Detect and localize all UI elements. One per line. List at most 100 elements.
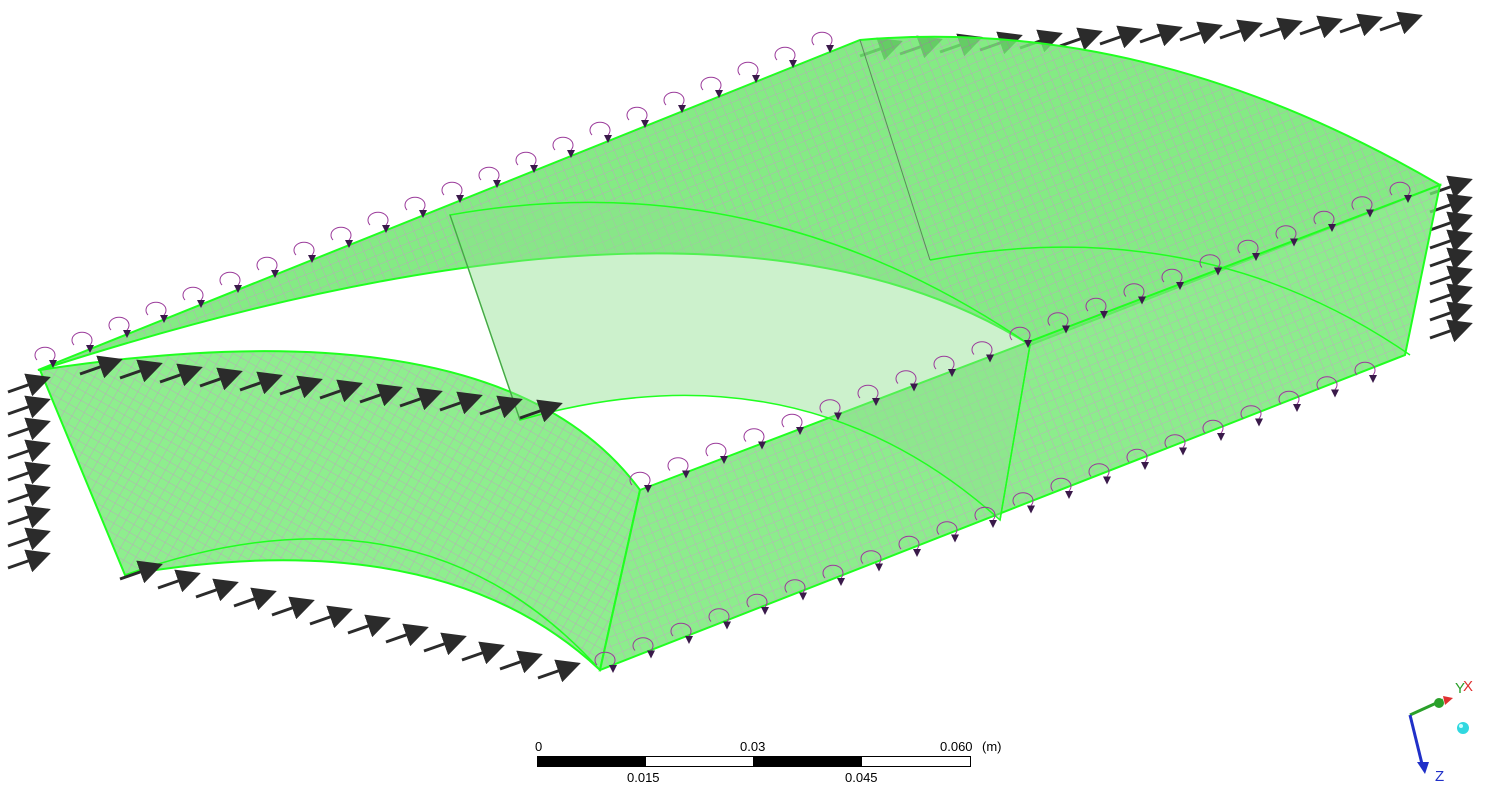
force-arrow-icon bbox=[1059, 27, 1103, 51]
moment-arrow-icon bbox=[678, 105, 686, 113]
scale-label-0.045: 0.045 bbox=[845, 770, 878, 785]
moment-arrow-icon bbox=[234, 285, 242, 293]
force-arrow-icon bbox=[1219, 19, 1263, 43]
moment-arrow-icon bbox=[1214, 267, 1222, 276]
moment-symbols bbox=[34, 31, 1412, 673]
force-arrow-icon bbox=[7, 483, 51, 507]
force-arrow-icon bbox=[423, 632, 467, 656]
moment-arrow-icon bbox=[647, 650, 655, 659]
moment-arrow-icon bbox=[948, 369, 956, 377]
moment-arrow-icon bbox=[493, 180, 501, 188]
y-axis-label: Y bbox=[1455, 680, 1466, 697]
moment-arrow-icon bbox=[1024, 340, 1032, 348]
z-axis-arrow-icon bbox=[1408, 714, 1425, 769]
moment-arrow-icon bbox=[989, 520, 997, 528]
moment-arrow-icon bbox=[1141, 462, 1149, 470]
moment-arrow-icon bbox=[799, 592, 807, 601]
moment-arrow-icon bbox=[1331, 389, 1339, 398]
moment-arrow-icon bbox=[1290, 238, 1298, 247]
top-face bbox=[37, 35, 1443, 371]
moment-arrow-icon bbox=[49, 360, 57, 368]
moment-arrow-icon bbox=[758, 441, 766, 450]
moment-arrow-icon bbox=[1065, 491, 1073, 499]
force-arrow-icon bbox=[439, 391, 483, 415]
moment-arrow-icon bbox=[723, 621, 731, 630]
solid-body[interactable] bbox=[37, 35, 1443, 672]
scale-label-0.015: 0.015 bbox=[627, 770, 660, 785]
scale-label-0: 0 bbox=[535, 739, 543, 754]
force-arrows-front bbox=[7, 355, 581, 683]
force-arrow-icon bbox=[1429, 283, 1473, 307]
force-arrow-icon bbox=[7, 549, 51, 573]
moment-arrow-icon bbox=[720, 456, 728, 464]
moment-arrow-icon bbox=[872, 398, 880, 406]
moment-arrow-icon bbox=[1252, 253, 1260, 261]
force-arrow-icon bbox=[7, 461, 51, 485]
moment-arrow-icon bbox=[1027, 505, 1035, 514]
coordinate-triad[interactable]: Y X Z bbox=[1395, 670, 1485, 785]
force-arrow-icon bbox=[479, 395, 523, 419]
moment-arrow-icon bbox=[826, 45, 834, 53]
force-arrow-icon bbox=[233, 587, 277, 611]
moment-arrow-icon bbox=[419, 210, 427, 218]
front-face bbox=[598, 183, 1442, 672]
force-arrow-icon bbox=[1299, 15, 1343, 39]
moment-arrow-icon bbox=[271, 270, 279, 278]
force-arrow-icon bbox=[399, 387, 443, 411]
force-arrow-icon bbox=[385, 623, 429, 647]
force-arrow-icon bbox=[159, 363, 203, 387]
x-axis-arrow-icon bbox=[1443, 696, 1453, 705]
force-arrow-icon bbox=[537, 659, 581, 683]
moment-arrow-icon bbox=[609, 665, 617, 673]
force-arrow-icon bbox=[7, 395, 51, 419]
moment-arrow-icon bbox=[308, 255, 316, 263]
moment-arrow-icon bbox=[951, 534, 959, 543]
moment-arrow-icon bbox=[789, 60, 797, 68]
moment-arrow-icon bbox=[1103, 476, 1111, 485]
moment-arrow-icon bbox=[345, 240, 353, 248]
force-arrow-icon bbox=[1429, 229, 1473, 253]
moment-arrow-icon bbox=[197, 300, 205, 308]
moment-arrow-icon bbox=[1176, 282, 1184, 290]
moment-arrow-icon bbox=[1293, 404, 1301, 412]
force-arrow-icon bbox=[239, 371, 283, 395]
moment-arrow-icon bbox=[1100, 311, 1108, 319]
moment-arrow-icon bbox=[875, 563, 883, 572]
moment-arrow-icon bbox=[986, 354, 994, 363]
moment-arrow-icon bbox=[604, 135, 612, 143]
force-arrow-icon bbox=[7, 527, 51, 551]
force-arrow-icon bbox=[1099, 25, 1143, 49]
moment-arrow-icon bbox=[382, 225, 390, 233]
force-arrow-icon bbox=[309, 605, 353, 629]
force-arrow-icon bbox=[461, 641, 505, 665]
force-arrow-icon bbox=[319, 379, 363, 403]
moment-arrow-icon bbox=[1404, 195, 1412, 203]
force-arrow-icon bbox=[195, 578, 239, 602]
force-arrow-icon bbox=[79, 355, 123, 379]
moment-arrow-icon bbox=[1062, 325, 1070, 334]
moment-arrow-icon bbox=[641, 120, 649, 128]
moment-arrow-icon bbox=[837, 578, 845, 586]
moment-arrow-icon bbox=[796, 427, 804, 435]
force-arrow-icon bbox=[1429, 247, 1473, 271]
force-arrow-icon bbox=[1339, 13, 1383, 37]
force-arrow-icon bbox=[199, 367, 243, 391]
scale-bar-graphic bbox=[537, 756, 971, 767]
moment-arrow-icon bbox=[160, 315, 168, 323]
moment-arrow-icon bbox=[123, 330, 131, 338]
force-arrow-icon bbox=[119, 560, 163, 584]
force-arrow-icon bbox=[359, 383, 403, 407]
moment-arrow-icon bbox=[1217, 433, 1225, 441]
moment-arrow-icon bbox=[913, 549, 921, 557]
moment-arrow-icon bbox=[644, 485, 652, 493]
force-arrow-icon bbox=[1429, 319, 1473, 343]
moment-arrow-icon bbox=[1328, 224, 1336, 232]
moment-arrow-icon bbox=[761, 607, 769, 615]
moment-arrow-icon bbox=[715, 90, 723, 98]
force-arrow-icon bbox=[7, 439, 51, 463]
moment-arrow-icon bbox=[1138, 296, 1146, 305]
force-arrow-icon bbox=[1429, 211, 1473, 235]
x-axis-label: X bbox=[1463, 678, 1474, 695]
